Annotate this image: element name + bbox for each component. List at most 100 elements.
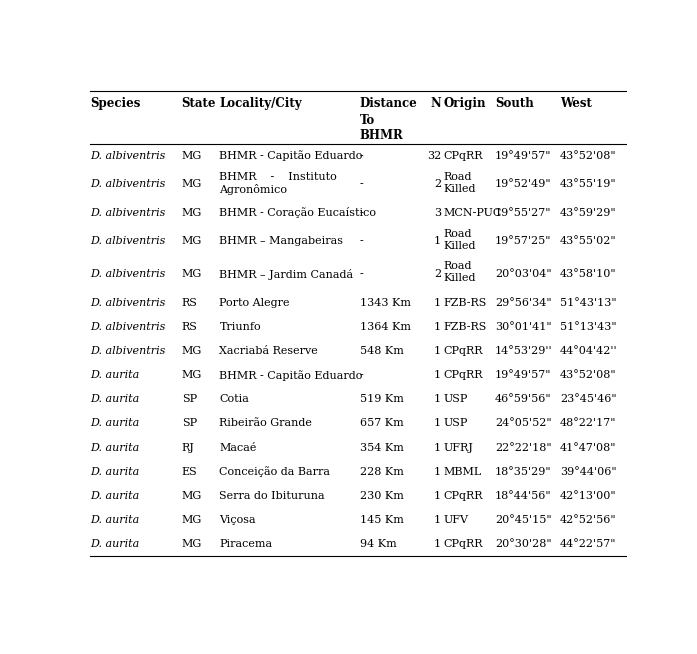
Text: Road
Killed: Road Killed (444, 171, 476, 194)
Text: BHMR - Coração Eucaístico: BHMR - Coração Eucaístico (220, 207, 376, 218)
Text: 19°55'27": 19°55'27" (495, 208, 551, 218)
Text: D. albiventris: D. albiventris (90, 179, 165, 190)
Text: 1: 1 (434, 540, 441, 549)
Text: Species: Species (90, 97, 140, 110)
Text: State: State (182, 97, 216, 110)
Text: UFRJ: UFRJ (444, 443, 473, 453)
Text: MCN-PUC: MCN-PUC (444, 208, 502, 218)
Text: 1343 Km: 1343 Km (360, 298, 411, 307)
Text: 1: 1 (434, 419, 441, 428)
Text: MG: MG (182, 269, 202, 279)
Text: 51°13'43": 51°13'43" (560, 322, 616, 332)
Text: BHMR    -    Instituto
Agronômico: BHMR - Instituto Agronômico (220, 171, 337, 195)
Text: FZB-RS: FZB-RS (444, 298, 487, 307)
Text: 1: 1 (434, 515, 441, 525)
Text: MG: MG (182, 179, 202, 190)
Text: 1: 1 (434, 467, 441, 477)
Text: Locality/City: Locality/City (220, 97, 302, 110)
Text: D. albiventris: D. albiventris (90, 322, 165, 332)
Text: MG: MG (182, 491, 202, 501)
Text: MG: MG (182, 151, 202, 161)
Text: 51°43'13": 51°43'13" (560, 298, 616, 307)
Text: MG: MG (182, 208, 202, 218)
Text: 145 Km: 145 Km (360, 515, 404, 525)
Text: D. albiventris: D. albiventris (90, 298, 165, 307)
Text: 19°49'57": 19°49'57" (495, 370, 551, 380)
Text: 46°59'56": 46°59'56" (495, 394, 551, 404)
Text: CPqRR: CPqRR (444, 346, 483, 356)
Text: Piracema: Piracema (220, 540, 273, 549)
Text: 39°44'06": 39°44'06" (560, 467, 616, 477)
Text: MBML: MBML (444, 467, 482, 477)
Text: -: - (360, 179, 364, 190)
Text: D. albiventris: D. albiventris (90, 346, 165, 356)
Text: 44°04'42'': 44°04'42'' (560, 346, 618, 356)
Text: BHMR – Jardim Canadá: BHMR – Jardim Canadá (220, 269, 353, 280)
Text: 228 Km: 228 Km (360, 467, 404, 477)
Text: CPqRR: CPqRR (444, 491, 483, 501)
Text: 42°13'00": 42°13'00" (560, 491, 616, 501)
Text: 1: 1 (434, 370, 441, 380)
Text: 43°52'08": 43°52'08" (560, 151, 616, 161)
Text: 1: 1 (434, 346, 441, 356)
Text: 43°55'19": 43°55'19" (560, 179, 616, 190)
Text: 43°59'29": 43°59'29" (560, 208, 616, 218)
Text: MG: MG (182, 540, 202, 549)
Text: FZB-RS: FZB-RS (444, 322, 487, 332)
Text: MG: MG (182, 236, 202, 247)
Text: Serra do Ibituruna: Serra do Ibituruna (220, 491, 325, 501)
Text: BHMR - Capitão Eduardo: BHMR - Capitão Eduardo (220, 150, 363, 162)
Text: 24°05'52": 24°05'52" (495, 419, 551, 428)
Text: CPqRR: CPqRR (444, 151, 483, 161)
Text: D. albiventris: D. albiventris (90, 269, 165, 279)
Text: USP: USP (444, 394, 468, 404)
Text: 23°45'46": 23°45'46" (560, 394, 616, 404)
Text: D. albiventris: D. albiventris (90, 236, 165, 247)
Text: D. aurita: D. aurita (90, 419, 139, 428)
Text: Road
Killed: Road Killed (444, 262, 476, 283)
Text: 94 Km: 94 Km (360, 540, 397, 549)
Text: 43°58'10": 43°58'10" (560, 269, 616, 279)
Text: SP: SP (182, 394, 197, 404)
Text: CPqRR: CPqRR (444, 540, 483, 549)
Text: 2: 2 (434, 179, 441, 190)
Text: BHMR - Capitão Eduardo: BHMR - Capitão Eduardo (220, 370, 363, 381)
Text: D. albiventris: D. albiventris (90, 151, 165, 161)
Text: 3: 3 (434, 208, 441, 218)
Text: 43°55'02": 43°55'02" (560, 236, 616, 247)
Text: D. aurita: D. aurita (90, 443, 139, 453)
Text: 1364 Km: 1364 Km (360, 322, 411, 332)
Text: 1: 1 (434, 394, 441, 404)
Text: 42°52'56": 42°52'56" (560, 515, 616, 525)
Text: 354 Km: 354 Km (360, 443, 404, 453)
Text: ES: ES (182, 467, 197, 477)
Text: 18°44'56": 18°44'56" (495, 491, 551, 501)
Text: RS: RS (182, 298, 197, 307)
Text: 548 Km: 548 Km (360, 346, 404, 356)
Text: 44°22'57": 44°22'57" (560, 540, 616, 549)
Text: West: West (560, 97, 592, 110)
Text: Viçosa: Viçosa (220, 515, 256, 525)
Text: 18°35'29": 18°35'29" (495, 467, 551, 477)
Text: N: N (430, 97, 441, 110)
Text: 1: 1 (434, 491, 441, 501)
Text: 1: 1 (434, 298, 441, 307)
Text: Macaé: Macaé (220, 443, 256, 453)
Text: -: - (360, 236, 364, 247)
Text: D. aurita: D. aurita (90, 515, 139, 525)
Text: Distance: Distance (360, 97, 418, 110)
Text: 20°30'28": 20°30'28" (495, 540, 551, 549)
Text: 41°47'08": 41°47'08" (560, 443, 616, 453)
Text: 20°45'15": 20°45'15" (495, 515, 551, 525)
Text: SP: SP (182, 419, 197, 428)
Text: 14°53'29'': 14°53'29'' (495, 346, 553, 356)
Text: South: South (495, 97, 534, 110)
Text: 1: 1 (434, 322, 441, 332)
Text: MG: MG (182, 346, 202, 356)
Text: -: - (360, 151, 364, 161)
Text: MG: MG (182, 515, 202, 525)
Text: 19°52'49": 19°52'49" (495, 179, 551, 190)
Text: 1: 1 (434, 236, 441, 247)
Text: 657 Km: 657 Km (360, 419, 404, 428)
Text: 1: 1 (434, 443, 441, 453)
